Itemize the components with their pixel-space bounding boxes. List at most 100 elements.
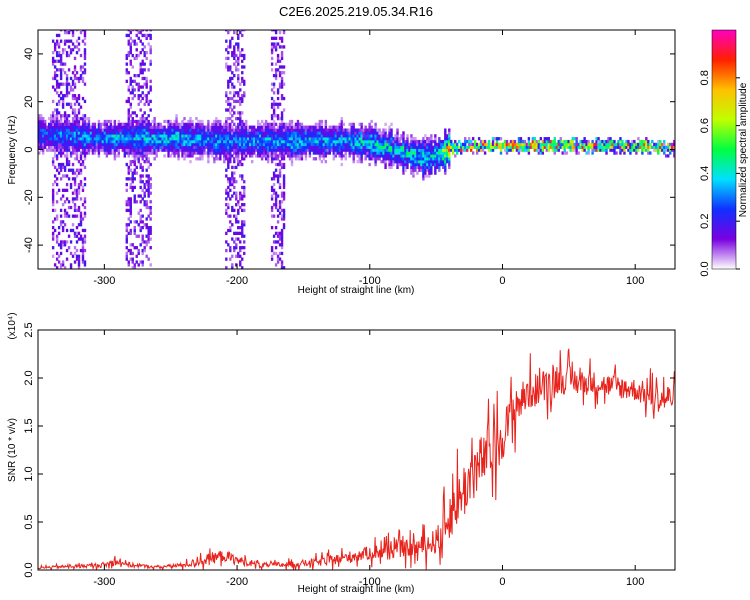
spectrogram-cell	[59, 114, 63, 118]
spectrogram-cell	[450, 145, 453, 149]
spectrogram-cell	[63, 188, 67, 192]
spectrogram-cell	[270, 125, 274, 129]
spectrogram-cell	[171, 131, 174, 135]
spectrogram-cell	[352, 134, 355, 138]
spectrogram-cell	[249, 145, 252, 149]
spectrogram-cell	[324, 145, 328, 149]
spectrogram-cell	[73, 203, 77, 207]
spectrogram-cell	[237, 139, 240, 144]
spectrogram-cell	[300, 142, 304, 147]
spectrogram-cell	[149, 142, 152, 147]
spectrogram-cell	[57, 94, 61, 98]
spectrogram-cell	[444, 137, 447, 141]
spectrogram-cell	[396, 151, 399, 155]
spectrogram-cell	[83, 30, 87, 35]
spectrogram-cell	[517, 151, 521, 155]
spectrogram-cell	[378, 128, 381, 132]
spectrogram-cell	[51, 191, 55, 195]
spectrogram-cell	[175, 131, 178, 135]
spectrogram-cell	[133, 266, 136, 269]
spectrogram-cell	[165, 131, 168, 135]
spectrogram-cell	[274, 154, 278, 158]
spectrogram-cell	[282, 142, 286, 147]
spectrogram-cell	[129, 45, 132, 49]
spectrogram-cell	[219, 122, 222, 126]
spectrogram-cell	[67, 125, 71, 129]
spectrogram-cell	[77, 94, 81, 98]
spectrogram-cell	[352, 142, 355, 147]
spectrogram-cell	[272, 45, 276, 49]
spectrogram-cell	[87, 116, 91, 121]
spectrogram-cell	[647, 139, 650, 144]
spectrogram-cell	[61, 62, 65, 66]
spectrogram-x-tick-label: -200	[226, 275, 248, 287]
spectrogram-cell	[55, 68, 59, 72]
spectrogram-cell	[245, 142, 248, 147]
spectrogram-cell	[77, 139, 81, 144]
spectrogram-cell	[225, 62, 228, 66]
spectrogram-cell	[67, 142, 71, 147]
spectrogram-cell	[276, 42, 280, 46]
spectrogram-cell	[133, 56, 136, 61]
spectrogram-cell	[153, 116, 156, 121]
spectrogram-cell	[332, 148, 336, 152]
spectrogram-cell	[239, 30, 242, 35]
spectrogram-cell	[436, 145, 439, 149]
spectrogram-cell	[133, 137, 136, 141]
spectrogram-cell	[125, 134, 128, 138]
spectrogram-cell	[597, 148, 600, 152]
spectrogram-cell	[57, 42, 61, 46]
colorbar-label: Normalized spectral amplitude	[738, 82, 749, 217]
spectrogram-cell	[75, 191, 79, 195]
spectrogram-cell	[225, 203, 228, 207]
spectrogram-cell	[141, 220, 144, 224]
spectrogram-cell	[85, 128, 89, 132]
spectrogram-cell	[63, 240, 67, 244]
spectrogram-cell	[631, 142, 634, 147]
spectrogram-cell	[254, 142, 258, 147]
spectrogram-cell	[296, 148, 300, 152]
spectrogram-cell	[165, 128, 168, 132]
spectrogram-cell	[113, 137, 117, 141]
spectrogram-cell	[422, 145, 425, 149]
spectrogram-cell	[623, 148, 626, 152]
spectrogram-cell	[73, 148, 77, 152]
spectrogram-cell	[191, 128, 194, 132]
spectrogram-cell	[256, 145, 260, 149]
spectrogram-cell	[386, 134, 389, 138]
spectrogram-cell	[424, 174, 427, 178]
spectrogram-cell	[330, 131, 334, 135]
spectrogram-cell	[109, 128, 113, 132]
spectrogram-cell	[282, 194, 286, 198]
spectrogram-cell	[380, 160, 383, 164]
spectrogram-cell	[320, 128, 324, 132]
spectrogram-cell	[177, 125, 180, 129]
spectrogram-cell	[239, 160, 242, 164]
spectrogram-cell	[173, 134, 176, 138]
spectrogram-cell	[469, 148, 473, 152]
spectrogram-cell	[278, 200, 282, 204]
spectrogram-cell	[272, 142, 276, 147]
spectrogram-cell	[278, 234, 282, 238]
spectrogram-cell	[145, 142, 148, 147]
spectrogram-cell	[61, 148, 65, 152]
spectrogram-cell	[237, 237, 240, 241]
spectrogram-cell	[131, 257, 134, 261]
spectrogram-cell	[49, 128, 53, 132]
spectrogram-cell	[137, 119, 140, 124]
spectrogram-cell	[177, 142, 180, 147]
spectrogram-cell	[547, 137, 550, 141]
spectrogram-cell	[491, 145, 495, 149]
spectrogram-cell	[103, 148, 107, 152]
spectrogram-cell	[537, 142, 541, 147]
spectrogram-cell	[137, 53, 140, 58]
spectrogram-cell	[105, 139, 109, 144]
spectrogram-cell	[272, 125, 276, 129]
spectrogram-cell	[69, 137, 73, 141]
spectrogram-cell	[400, 162, 403, 167]
spectrogram-cell	[207, 142, 210, 147]
spectrogram-cell	[207, 157, 210, 161]
spectrogram-cell	[143, 102, 146, 106]
spectrogram-cell	[663, 139, 666, 144]
spectrogram-cell	[237, 148, 240, 152]
